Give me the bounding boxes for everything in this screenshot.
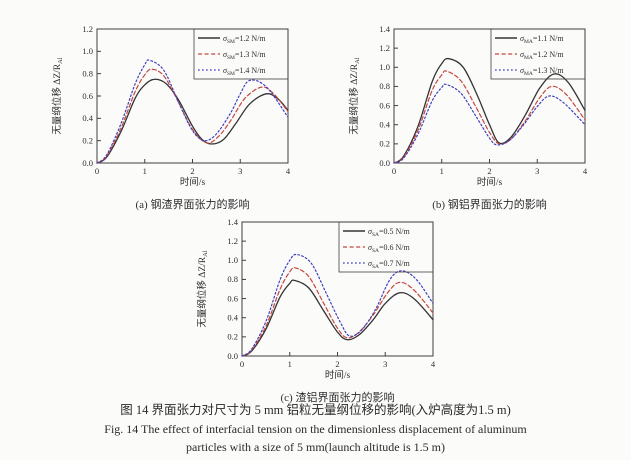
curve-c-3 xyxy=(241,253,434,357)
curve-c-2 xyxy=(241,267,434,357)
y-tick-label: 1.2 xyxy=(82,24,93,34)
y-tick-label: 1.0 xyxy=(379,62,390,72)
chart-c-subcaption: (c) 渣铝界面张力的影响 xyxy=(280,392,395,404)
x-tick-label: 3 xyxy=(238,166,242,176)
y-tick-label: 0.8 xyxy=(227,274,238,284)
y-tick-label: 0.4 xyxy=(227,313,238,323)
y-tick-label: 1.0 xyxy=(227,255,238,265)
y-tick-label: 0.6 xyxy=(227,293,238,303)
y-tick-label: 0.2 xyxy=(82,135,93,145)
legend-label: σSA=0.6 N/m xyxy=(368,243,410,254)
x-tick-label: 4 xyxy=(583,166,588,176)
y-tick-label: 0.0 xyxy=(82,158,93,168)
x-tick-label: 1 xyxy=(440,166,444,176)
curve-b-2 xyxy=(393,70,586,164)
chart-a-canvas: 0 1 2 3 4 0.0 0.2 0.4 0.6 0.8 1.0 1.2 时间/s 无量纲位移 ΔZ/R… xyxy=(51,24,291,188)
curve-a-2 xyxy=(96,68,289,164)
y-tick-label: 1.4 xyxy=(379,24,390,34)
figure-caption-zh: 图 14 界面张力对尺寸为 5 mm 铝粒无量纲位移的影响(入炉高度为1.5 m… xyxy=(120,403,511,417)
x-axis-title: 时间/s xyxy=(325,369,351,381)
legend-box xyxy=(338,221,434,273)
y-tick-label: 0.4 xyxy=(82,113,93,123)
x-tick-label: 3 xyxy=(383,359,387,369)
x-tick-label: 4 xyxy=(431,359,436,369)
figure-caption-en-line2: particles with a size of 5 mm(launch alt… xyxy=(186,440,445,454)
legend-label: σSM=1.3 N/m xyxy=(223,50,266,61)
x-tick-label: 3 xyxy=(535,166,539,176)
x-tick-label: 0 xyxy=(95,166,99,176)
y-tick-label: 1.0 xyxy=(82,46,93,56)
figure-caption-en-line1: Fig. 14 The effect of interfacial tensio… xyxy=(104,422,527,436)
y-tick-label: 0.2 xyxy=(227,332,238,342)
y-tick-label: 0.8 xyxy=(82,68,93,78)
chart-panel-c: 0 1 2 3 4 0.0 0.2 0.4 0.6 0.8 1.0 1.2 1.4 时间/s 无量纲位移 Δ… xyxy=(185,208,475,404)
x-tick-label: 2 xyxy=(335,359,339,369)
chart-panel-a: 0 1 2 3 4 0.0 0.2 0.4 0.6 0.8 1.0 1.2 时间/s 无量纲位移 ΔZ/R… xyxy=(40,15,330,211)
chart-panel-b: 0 1 2 3 4 0.0 0.2 0.4 0.6 0.8 1.0 1.2 1.4 时间/s 无量纲位移 Δ… xyxy=(337,15,627,211)
legend-label: σSM=1.2 N/m xyxy=(223,34,266,45)
y-tick-label: 0.0 xyxy=(379,158,390,168)
y-tick-label: 1.4 xyxy=(227,217,238,227)
chart-c-canvas: 0 1 2 3 4 0.0 0.2 0.4 0.6 0.8 1.0 1.2 1.4 时间/s 无量纲位移 Δ… xyxy=(196,217,436,381)
x-tick-label: 2 xyxy=(487,166,491,176)
y-tick-label: 0.6 xyxy=(379,100,390,110)
x-tick-label: 2 xyxy=(190,166,194,176)
x-tick-label: 4 xyxy=(286,166,291,176)
y-axis-title: 无量纲位移 ΔZ/RAl xyxy=(51,57,64,134)
y-tick-label: 0.4 xyxy=(379,120,390,130)
figure-caption-block: 图 14 界面张力对尺寸为 5 mm 铝粒无量纲位移的影响(入炉高度为1.5 m… xyxy=(0,401,631,456)
legend-label: σSA=0.7 N/m xyxy=(368,259,410,270)
y-axis-title: 无量纲位移 ΔZ/RAl xyxy=(348,57,361,134)
legend-label: σMA=1.1 N/m xyxy=(520,34,564,45)
y-tick-label: 1.2 xyxy=(227,236,238,246)
chart-b-subcaption: (b) 钢铝界面张力的影响 xyxy=(432,199,547,211)
x-axis-title: 时间/s xyxy=(180,176,206,188)
chart-b-canvas: 0 1 2 3 4 0.0 0.2 0.4 0.6 0.8 1.0 1.2 1.4 时间/s 无量纲位移 Δ… xyxy=(348,24,588,188)
y-tick-label: 0.0 xyxy=(227,351,238,361)
curve-a-3 xyxy=(96,59,289,164)
legend-box xyxy=(490,28,586,80)
x-tick-label: 1 xyxy=(143,166,147,176)
x-tick-label: 0 xyxy=(392,166,396,176)
x-tick-label: 0 xyxy=(240,359,244,369)
legend-label: σMA=1.3 N/m xyxy=(520,66,564,77)
y-tick-label: 1.2 xyxy=(379,43,390,53)
y-tick-label: 0.6 xyxy=(82,91,93,101)
curve-c-1 xyxy=(241,279,434,357)
legend-label: σSM=1.4 N/m xyxy=(223,66,266,77)
y-tick-label: 0.8 xyxy=(379,81,390,91)
curve-a-1 xyxy=(96,78,289,164)
legend-label: σSA=0.5 N/m xyxy=(368,227,410,238)
x-tick-label: 1 xyxy=(288,359,292,369)
curve-b-3 xyxy=(393,83,586,164)
x-axis-title: 时间/s xyxy=(477,176,503,188)
legend-label: σMA=1.2 N/m xyxy=(520,50,564,61)
legend-box xyxy=(193,28,289,80)
y-axis-title: 无量纲位移 ΔZ/RAl xyxy=(196,250,209,327)
chart-a-subcaption: (a) 钢渣界面张力的影响 xyxy=(135,199,250,211)
y-tick-label: 0.2 xyxy=(379,139,390,149)
